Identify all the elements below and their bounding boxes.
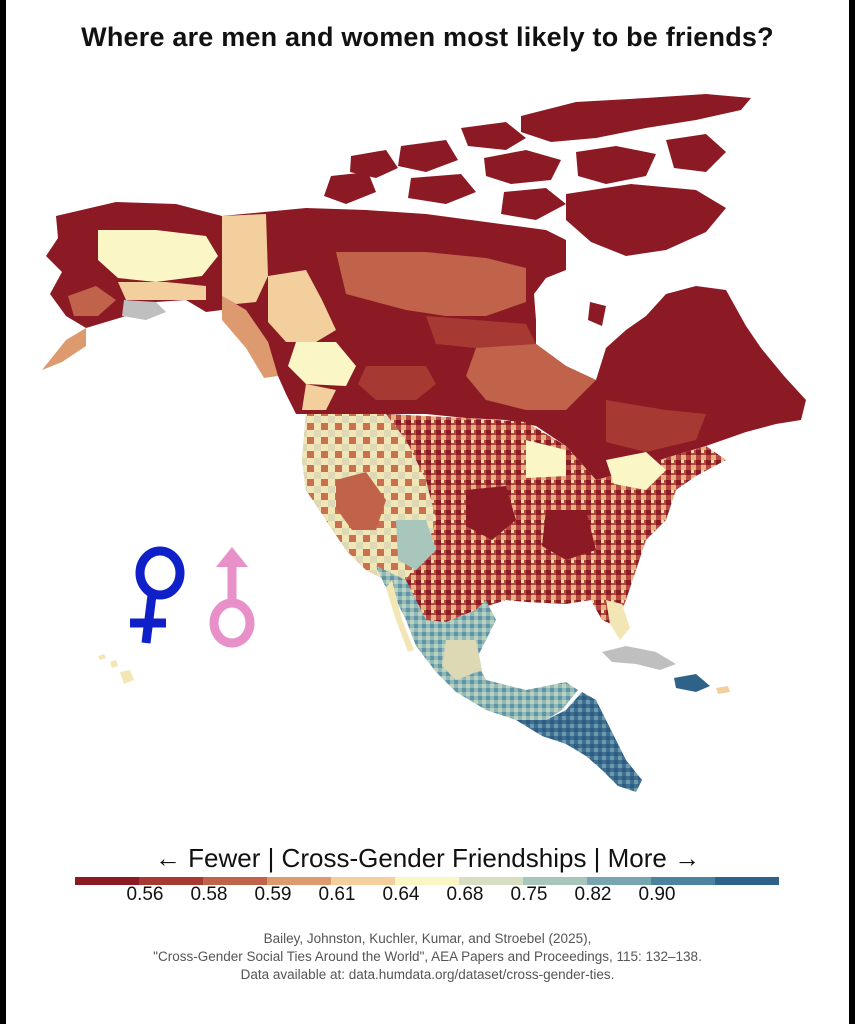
legend-color-bar xyxy=(75,877,779,885)
mexico-region xyxy=(376,566,578,720)
legend-swatch xyxy=(459,877,523,885)
legend-tick-label: 0.82 xyxy=(574,884,612,905)
legend-swatch xyxy=(651,877,715,885)
legend-swatch xyxy=(523,877,587,885)
legend-swatch xyxy=(395,877,459,885)
legend-swatch xyxy=(587,877,651,885)
legend-tick-label: 0.68 xyxy=(446,884,484,905)
citation-line-1: Bailey, Johnston, Kuchler, Kumar, and St… xyxy=(263,931,592,946)
legend-swatch xyxy=(267,877,331,885)
citation-line-3: Data available at: data.humdata.org/data… xyxy=(240,967,615,982)
legend-tick-label: 0.56 xyxy=(126,884,164,905)
usa-region xyxy=(302,414,726,640)
legend-swatch xyxy=(75,877,139,885)
male-symbol-icon xyxy=(209,547,255,648)
legend-ticks: 0.56 0.58 0.59 0.61 0.64 0.68 0.75 0.82 0.90 xyxy=(6,884,849,912)
legend-tick-label: 0.64 xyxy=(382,884,420,905)
map-figure: Where are men and women most likely to b… xyxy=(6,0,849,1024)
legend-tick-label: 0.61 xyxy=(318,884,356,905)
legend-swatch xyxy=(331,877,395,885)
hawaii-islands xyxy=(98,654,134,684)
citation-line-2: "Cross-Gender Social Ties Around the Wor… xyxy=(153,949,702,964)
hudson-bay xyxy=(534,266,638,364)
legend-swatch xyxy=(203,877,267,885)
legend-tick-label: 0.59 xyxy=(254,884,292,905)
canada-region xyxy=(222,208,806,480)
gender-symbols-illustration xyxy=(130,546,255,648)
central-america-region xyxy=(516,692,642,792)
female-symbol-icon xyxy=(130,546,185,644)
legend-tick-label: 0.90 xyxy=(638,884,676,905)
legend-swatch xyxy=(139,877,203,885)
legend-tick-label: 0.58 xyxy=(190,884,228,905)
legend-swatch xyxy=(715,877,779,885)
arctic-archipelago xyxy=(324,94,751,256)
legend-tick-label: 0.75 xyxy=(510,884,548,905)
caribbean-islands xyxy=(602,646,730,694)
legend-title: ← Fewer | Cross-Gender Friendships | Mor… xyxy=(154,843,701,873)
citation: Bailey, Johnston, Kuchler, Kumar, and St… xyxy=(6,930,849,984)
north-america-choropleth-map xyxy=(42,94,806,792)
alaska-region xyxy=(42,202,278,378)
map-title: Where are men and women most likely to b… xyxy=(81,22,774,52)
